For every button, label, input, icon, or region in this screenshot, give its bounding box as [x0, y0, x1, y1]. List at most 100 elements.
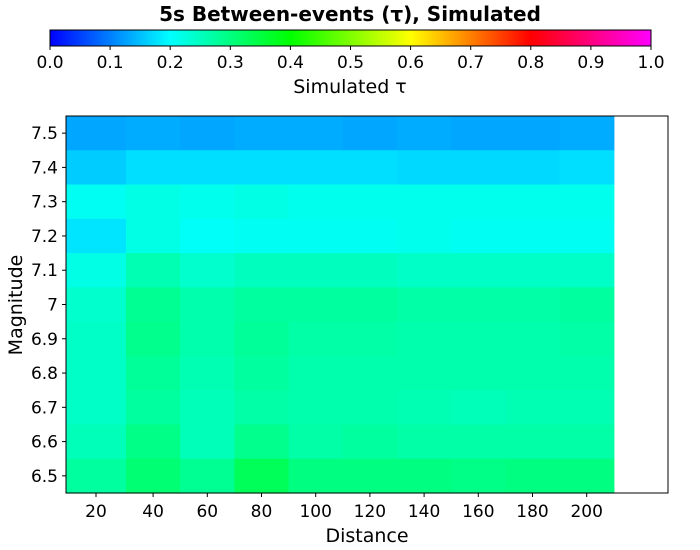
heatmap-cell [342, 321, 398, 357]
heatmap-cell [288, 253, 344, 288]
heatmap-cell [234, 150, 290, 186]
heatmap-cell [451, 116, 506, 151]
heatmap-cell [397, 116, 452, 151]
heatmap-cell [397, 355, 452, 391]
heatmap-cell [397, 390, 452, 426]
heatmap-cell [505, 218, 561, 254]
heatmap-cell [234, 218, 290, 254]
heatmap-cell [66, 424, 127, 460]
heatmap-cell [505, 390, 561, 426]
heatmap-cell [451, 424, 506, 460]
heatmap-cell [234, 424, 290, 460]
x-axis-label: Distance [325, 525, 408, 547]
heatmap-cell [180, 390, 235, 426]
heatmap-cell [126, 390, 181, 426]
y-tick-label: 6.8 [31, 364, 58, 384]
heatmap-cell [288, 218, 344, 254]
colorbar-tick-label: 0.6 [397, 53, 424, 73]
heatmap-cell [126, 355, 181, 391]
heatmap-cell [451, 458, 506, 494]
heatmap-cell [234, 458, 290, 494]
heatmap-cell [66, 321, 127, 357]
heatmap-cell [288, 287, 344, 323]
heatmap-cell [451, 253, 506, 288]
heatmap-cell [288, 458, 344, 494]
x-tick-label: 60 [196, 502, 218, 522]
heatmap-cell [451, 355, 506, 391]
heatmap-cell [559, 321, 615, 357]
heatmap-cell [451, 287, 506, 323]
colorbar-tick-label: 0.8 [517, 53, 544, 73]
heatmap-cell [342, 116, 398, 151]
heatmap-cell [451, 150, 506, 186]
heatmap-cell [342, 355, 398, 391]
y-tick-label: 6.9 [31, 330, 58, 350]
heatmap-cell [66, 116, 127, 151]
heatmap-cell [397, 321, 452, 357]
heatmap-cell [180, 287, 235, 323]
x-tick-label: 100 [299, 502, 331, 522]
heatmap-cell [66, 218, 127, 254]
chart-title: 5s Between-events (τ), Simulated [159, 2, 541, 26]
heatmap-cell [342, 390, 398, 426]
heatmap-cell [559, 116, 615, 151]
colorbar-tick-label: 0.3 [217, 53, 244, 73]
colorbar-tick-label: 0.1 [97, 53, 124, 73]
y-tick-label: 7 [47, 296, 58, 316]
heatmap-cell [126, 424, 181, 460]
colorbar-tick-label: 0.9 [577, 53, 604, 73]
heatmap-cell [505, 150, 561, 186]
heatmap-cell [451, 184, 506, 220]
heatmap-cell [559, 253, 615, 288]
heatmap-cell [180, 116, 235, 151]
colorbar-tick-label: 1.0 [637, 53, 664, 73]
heatmap-cell [234, 355, 290, 391]
heatmap-cell [505, 184, 561, 220]
heatmap-cell [180, 253, 235, 288]
heatmap-cell [451, 218, 506, 254]
heatmap-cell [451, 390, 506, 426]
x-tick-label: 40 [142, 502, 164, 522]
heatmap-cell [288, 116, 344, 151]
heatmap-cell [559, 390, 615, 426]
x-tick-label: 140 [408, 502, 440, 522]
heatmap-cell [342, 287, 398, 323]
heatmap-cell [180, 218, 235, 254]
heatmap-cell [66, 184, 127, 220]
heatmap-cell [505, 355, 561, 391]
heatmap-cell [397, 458, 452, 494]
heatmap-cell [234, 184, 290, 220]
y-tick-label: 6.5 [31, 467, 58, 487]
heatmap-cell [397, 287, 452, 323]
heatmap-cell [397, 184, 452, 220]
heatmap-cell [180, 458, 235, 494]
x-tick-label: 180 [516, 502, 548, 522]
y-tick-label: 7.4 [31, 158, 58, 178]
colorbar [49, 29, 652, 47]
heatmap-cell [126, 184, 181, 220]
heatmap-cell [559, 424, 615, 460]
heatmap-cell [342, 184, 398, 220]
heatmap-cell [126, 321, 181, 357]
colorbar-tick-label: 0.0 [36, 53, 63, 73]
heatmap-cell [288, 321, 344, 357]
heatmap-cell [180, 150, 235, 186]
heatmap-cell [180, 355, 235, 391]
x-tick-label: 200 [570, 502, 602, 522]
colorbar-tick-label: 0.2 [157, 53, 184, 73]
heatmap-cell [66, 458, 127, 494]
heatmap-cell [397, 253, 452, 288]
heatmap-cell [66, 355, 127, 391]
heatmap-cell [288, 424, 344, 460]
heatmap-cell [342, 424, 398, 460]
colorbar-tick-label: 0.4 [277, 53, 304, 73]
heatmap-cell [505, 116, 561, 151]
heatmap-cell [126, 287, 181, 323]
heatmap-cell [559, 150, 615, 186]
heatmap-cell [126, 150, 181, 186]
heatmap-cell [342, 253, 398, 288]
y-tick-label: 7.3 [31, 193, 58, 213]
heatmap-cell [126, 458, 181, 494]
y-axis-label: Magnitude [5, 255, 27, 356]
heatmap-cell [234, 287, 290, 323]
